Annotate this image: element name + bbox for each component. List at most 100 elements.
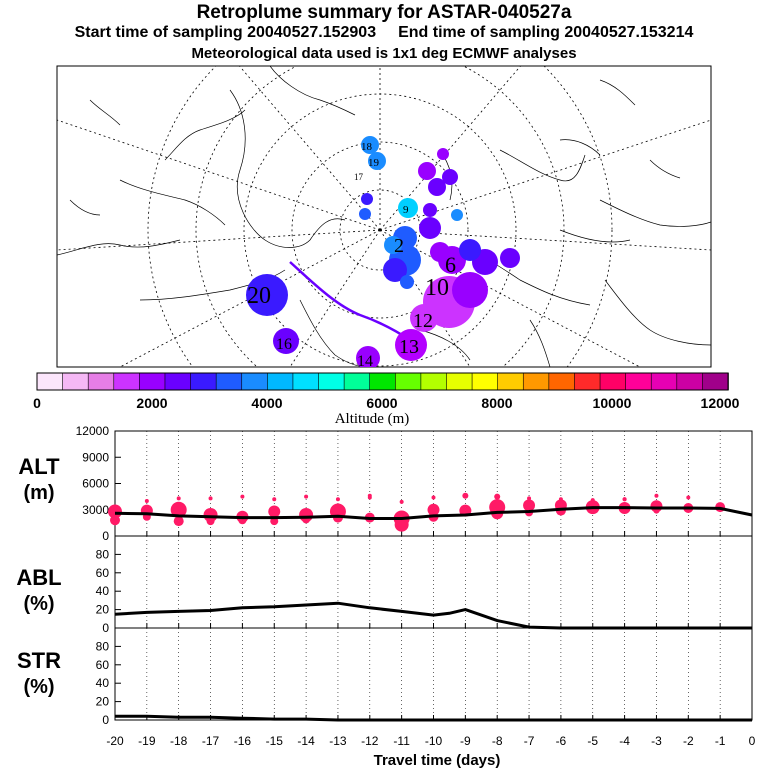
y-tick-label: 9000 [82,450,109,464]
colorbar-tick: 6000 [366,395,397,411]
x-tick-label: -17 [202,734,220,748]
alt-marker [527,496,532,501]
colorbar-frame [36,372,729,391]
x-axis-title: Travel time (days) [374,752,501,768]
y-tick-label: 40 [96,676,110,690]
colorbar-cell [446,372,473,391]
colorbar-cell [471,372,499,391]
y-tick-label: 0 [102,621,109,635]
chart-title: Retroplume summary for ASTAR-040527a [196,2,572,23]
colorbar-cell [650,372,678,391]
alt-marker [176,496,181,501]
alt-marker [335,497,340,502]
alt-marker [558,497,563,502]
y-tick-label: 3000 [82,503,109,517]
alt-unit: (m) [23,482,54,504]
x-tick-label: -15 [266,734,284,748]
alt-marker [173,516,184,527]
alt-marker [272,497,277,502]
met-data-label: Meteorological data used is 1x1 deg ECMW… [191,45,577,62]
alt-marker [304,494,309,499]
colorbar-tick: 8000 [481,395,512,411]
map-label-19: 19 [368,157,380,169]
colorbar-tick: 12000 [701,395,740,411]
map-label-17: 17 [354,172,364,182]
panel-abl: 0 20 40 60 80 [96,535,753,635]
x-tick-label: -4 [619,734,630,748]
x-tick-label: -12 [361,734,379,748]
y-tick-label: 12000 [76,424,110,438]
x-tick-label: -6 [556,734,567,748]
colorbar-cells [36,372,729,391]
panel-labels: ALT (m) ABL (%) STR (%) [16,454,61,698]
y-tick-label: 6000 [82,477,109,491]
y-tick-label: 80 [96,639,110,653]
alt-median-line [114,506,753,520]
x-tick-label: -7 [524,734,535,748]
colorbar-cell [394,372,422,391]
colorbar-cell [190,372,217,391]
x-tick-label: -18 [170,734,188,748]
alt-marker [399,499,404,504]
colorbar-tick: 2000 [136,395,167,411]
str-line [115,714,752,722]
y-tick-label: 0 [102,713,109,727]
colorbar-cell [241,372,269,391]
x-tick-label: -19 [138,734,156,748]
panel-str: 0 20 40 60 80 [96,627,753,727]
x-tick-label: -3 [651,734,662,748]
colorbar-cell [548,372,576,391]
colorbar-cell [343,372,371,391]
end-time-label: End time of sampling 20040527.153214 [398,24,694,41]
colorbar-cell [267,372,294,391]
colorbar-cell [318,372,345,391]
map-day-labels: 20 16 14 10 12 13 9 6 2 19 18 17 [247,141,456,367]
colorbar-cell [676,372,704,391]
y-tick-label: 20 [96,695,110,709]
x-tick-label: -5 [587,734,598,748]
colorbar-tick: 10000 [593,395,632,411]
alt-marker [268,505,281,518]
map-label-12: 12 [413,310,433,332]
colorbar-cell [215,372,243,391]
str-label: STR [17,648,61,673]
map-label-18: 18 [361,141,373,153]
alt-label: ALT [18,454,60,479]
alt-marker [463,493,468,498]
colorbar-cell [702,372,729,391]
alt-marker [270,517,279,526]
map-frame [56,65,712,368]
x-tick-label: -1 [715,734,726,748]
x-tick-label: -14 [297,734,315,748]
y-tick-label: 0 [102,529,109,543]
colorbar-cell [599,372,627,391]
y-tick-label: 40 [96,584,110,598]
colorbar-cell [164,372,192,391]
colorbar-cell [62,372,89,391]
start-time-label: Start time of sampling 20040527.152903 [74,24,377,41]
colorbar-cell [369,372,397,391]
colorbar-cell [497,372,525,391]
alt-marker [590,498,595,503]
alt-marker [203,508,218,522]
cluster-circles [246,136,520,367]
x-tick-label: -11 [393,734,410,748]
alt-marker [110,515,120,526]
x-tick-labels: -20 -19 -18 -17 -16 -15 -14 -13 -12 -11 -10 -9 -8 -7-… [106,734,755,748]
panel-alt: 0 3000 6000 9000 12000 [76,424,753,543]
map-label-20: 20 [247,283,271,309]
panel-frame [114,627,753,721]
sampling-times: Start time of sampling 20040527.152903 En… [0,24,768,42]
retroplume-map: 20 16 14 10 12 13 9 6 2 19 18 17 [56,65,712,368]
colorbar-tick: 4000 [251,395,282,411]
alt-marker [494,493,501,500]
colorbar-cell [574,372,601,391]
abl-unit: (%) [23,593,54,615]
time-series-panels: 030006000900012000020406080020406080-20-… [76,424,756,748]
alt-marker [240,494,245,499]
alt-marker [431,495,436,500]
x-tick-label: -10 [425,734,443,748]
alt-marker [622,497,627,502]
colorbar-cell [139,372,166,391]
